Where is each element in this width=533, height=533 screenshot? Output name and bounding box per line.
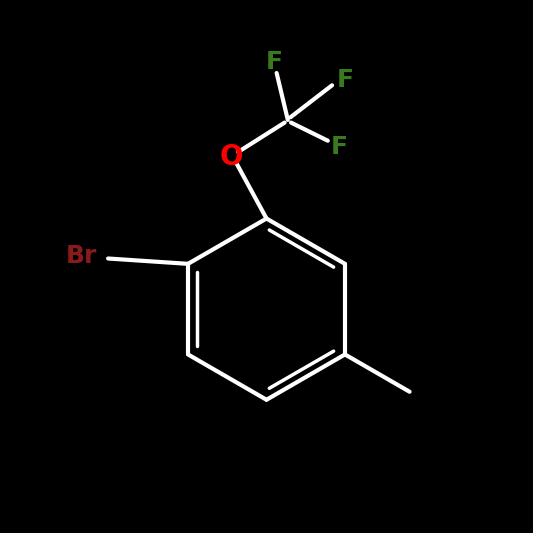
Text: F: F [336, 68, 353, 92]
Text: Br: Br [66, 244, 98, 268]
Text: F: F [331, 134, 348, 159]
Text: O: O [220, 143, 244, 171]
Text: F: F [266, 50, 283, 75]
